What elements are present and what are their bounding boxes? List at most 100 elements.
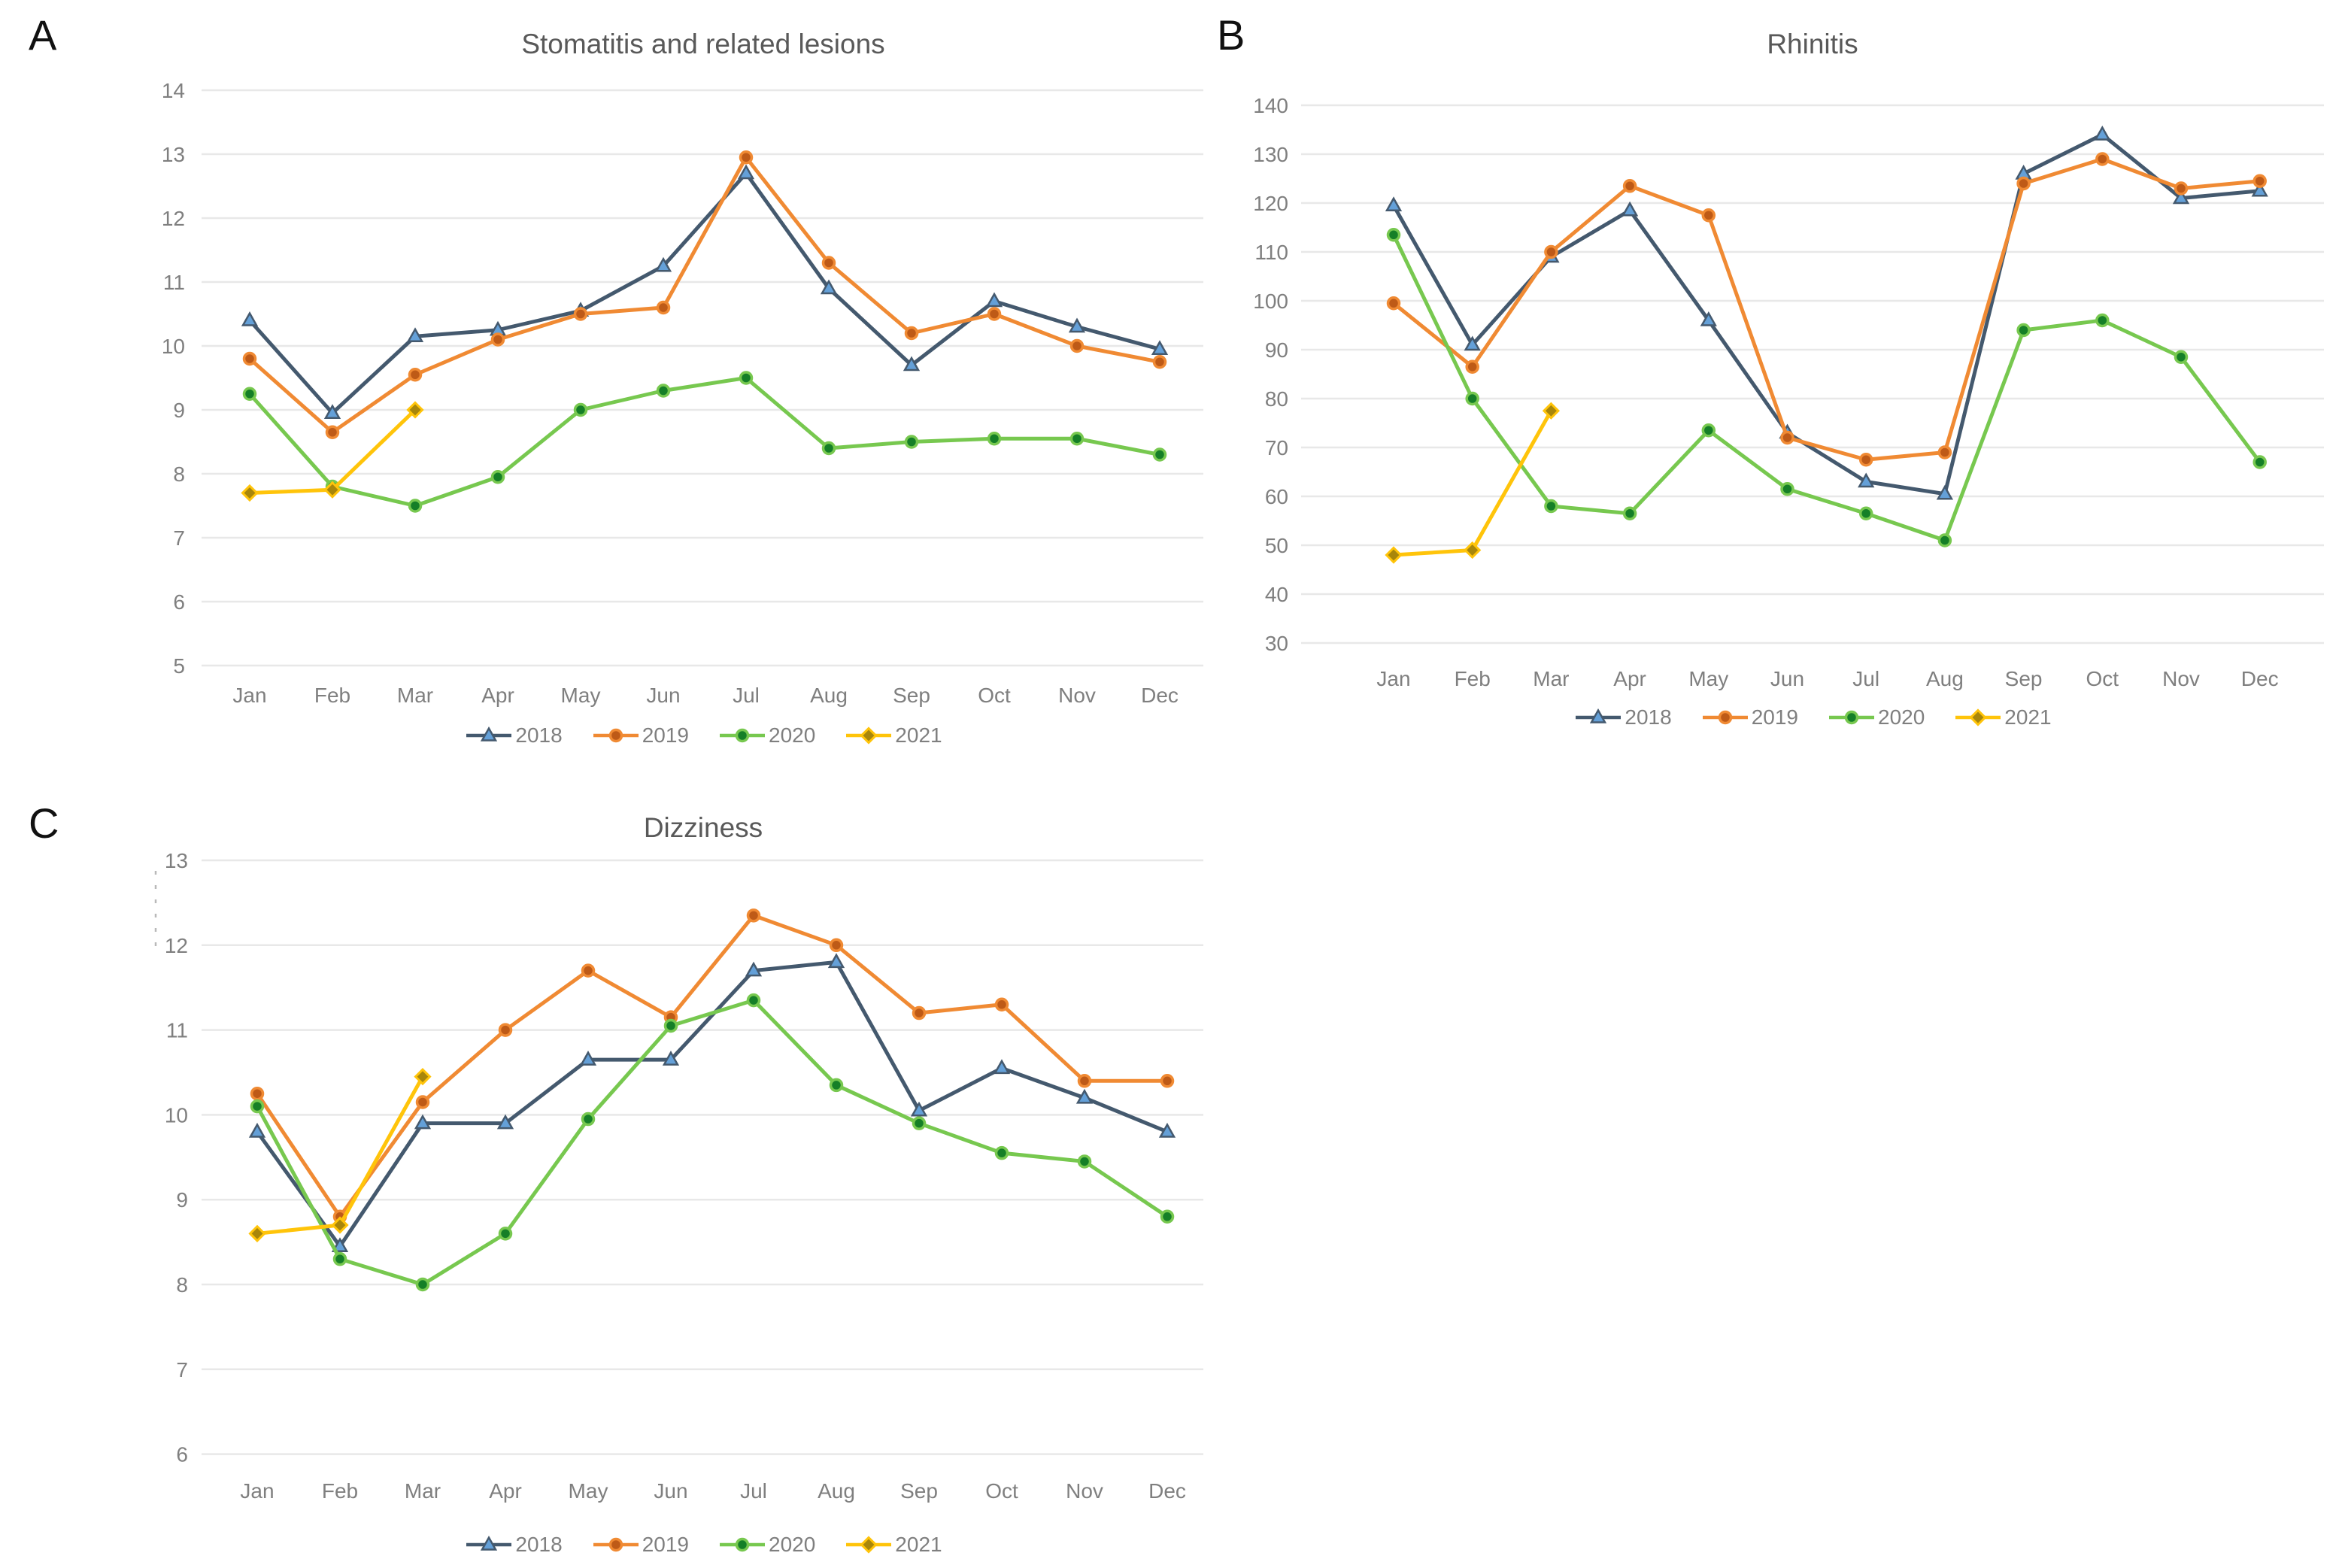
x-tick-label-jul: Jul	[1852, 667, 1879, 690]
legend-item-2018: 2018	[464, 723, 563, 748]
series-2021-marker-mar	[414, 1068, 432, 1086]
legend-label-2018: 2018	[1625, 705, 1672, 729]
legend-marker-2019-icon	[593, 728, 639, 743]
legend-label-2020: 2020	[1878, 705, 1925, 729]
x-tick-label-jun: Jun	[646, 684, 680, 707]
series-2018-marker-oct	[993, 1059, 1011, 1075]
x-tick-label-nov: Nov	[1066, 1479, 1103, 1503]
legend-marker-2018-icon	[466, 1535, 512, 1551]
series-2019-marker-mar	[415, 1095, 430, 1109]
x-tick-label-may: May	[561, 684, 601, 707]
series-2020-marker-sep	[2016, 323, 2031, 338]
x-tick-label-apr: Apr	[1613, 667, 1646, 690]
x-tick-label-feb: Feb	[314, 684, 350, 707]
legend-item-2020: 2020	[1827, 705, 1925, 729]
x-tick-label-mar: Mar	[405, 1479, 441, 1503]
series-2020-marker-may	[1701, 423, 1716, 438]
legend-marker-2018-icon	[1576, 708, 1622, 723]
series-2021-marker-jan	[241, 484, 259, 502]
legend-label-2020: 2020	[769, 723, 816, 747]
series-2019-marker-apr	[498, 1023, 513, 1037]
series-2019-marker-oct	[2095, 152, 2110, 166]
series-2020-marker-oct	[987, 432, 1002, 446]
legend-label-2019: 2019	[642, 1533, 689, 1556]
series-2018-marker-oct	[2094, 125, 2111, 141]
y-tick-label-6: 6	[176, 1443, 188, 1466]
x-tick-label-jan: Jan	[232, 684, 266, 707]
x-tick-label-jun: Jun	[654, 1479, 687, 1503]
series-2019-marker-jul	[746, 908, 761, 923]
series-2019-marker-dec	[1160, 1074, 1175, 1088]
legend-item-2020: 2020	[717, 1533, 815, 1557]
series-2018-marker-jul	[745, 961, 763, 977]
series-2018-marker-apr	[1621, 201, 1639, 217]
series-2018-marker-feb	[331, 1237, 349, 1252]
series-2018-marker-jul	[737, 164, 755, 180]
series-2019-marker-jul	[1858, 453, 1873, 467]
series-2020-marker-jun	[1780, 482, 1794, 496]
series-2018-marker-sep	[910, 1101, 928, 1117]
series-2018-marker-nov	[1075, 1088, 1094, 1104]
series-2021-marker-feb	[323, 481, 341, 499]
x-tick-label-oct: Oct	[978, 684, 1011, 707]
series-2020-line	[248, 376, 1160, 508]
x-tick-label-sep: Sep	[893, 684, 930, 707]
series-2018-marker-jun	[654, 256, 672, 272]
series-2020-marker-dec	[2253, 455, 2267, 469]
series-2019-marker-sep	[912, 1005, 927, 1021]
series-2020-marker-aug	[1937, 533, 1952, 547]
legend-marker-2020-icon	[720, 1537, 765, 1552]
y-tick-label-12: 12	[162, 207, 185, 230]
y-tick-label-40: 40	[1265, 583, 1288, 606]
series-2018-marker-mar	[406, 327, 424, 342]
series-2018-line	[255, 960, 1168, 1248]
series-2019-marker-jan	[250, 1086, 265, 1101]
legend-item-2021: 2021	[1953, 705, 2052, 729]
series-2019-marker-may	[573, 307, 588, 321]
series-2019-marker-jun	[656, 300, 671, 315]
legend-label-2021: 2021	[2004, 705, 2052, 729]
dizziness-chart-canvas: 13 12 11 10 9 8 7 6 Jan Feb Mar Apr May Jun Jul Aug Sep O…	[154, 849, 1203, 1503]
x-tick-label-nov: Nov	[2162, 667, 2200, 690]
y-tick-label-8: 8	[173, 463, 185, 486]
y-tick-label-14: 14	[162, 79, 185, 102]
x-tick-label-jan: Jan	[240, 1479, 274, 1503]
legend-marker-2020-icon	[720, 728, 765, 743]
series-2020-marker-may	[581, 1112, 596, 1127]
series-2018-marker-apr	[496, 1114, 514, 1130]
series-2020-line	[255, 998, 1169, 1287]
x-tick-label-sep: Sep	[2005, 667, 2043, 690]
x-tick-label-oct: Oct	[2086, 667, 2119, 690]
series-2020-marker-apr	[498, 1227, 513, 1241]
panel-letter-b: B	[1217, 11, 1246, 59]
series-2020-marker-aug	[829, 1078, 844, 1093]
series-2019-marker-nov	[1077, 1074, 1092, 1088]
x-tick-label-dec: Dec	[1148, 1479, 1186, 1503]
legend-label-2019: 2019	[642, 723, 689, 747]
series-2021-line	[1393, 410, 1553, 557]
series-2018-marker-aug	[820, 279, 838, 295]
x-tick-label-jan: Jan	[1376, 667, 1410, 690]
rhinitis-legend: 2018 2019 2020 2021	[1301, 705, 2324, 729]
x-tick-label-aug: Aug	[810, 684, 848, 707]
legend-label-2018: 2018	[515, 1533, 563, 1556]
dizziness-legend: 2018 2019 2020 2021	[203, 1533, 1203, 1557]
legend-marker-2019-icon	[593, 1537, 639, 1552]
x-tick-label-jul: Jul	[733, 684, 760, 707]
legend-label-2019: 2019	[1751, 705, 1798, 729]
series-2018-marker-nov	[2172, 189, 2190, 205]
x-tick-label-jun: Jun	[1770, 667, 1804, 690]
y-tick-label-5: 5	[173, 654, 185, 678]
x-tick-label-dec: Dec	[2241, 667, 2279, 690]
stomatitis-legend: 2018 2019 2020 2021	[203, 723, 1203, 748]
x-tick-label-jul: Jul	[740, 1479, 767, 1503]
series-2019-marker-oct	[994, 997, 1009, 1012]
series-2021-marker-jan	[1385, 546, 1403, 564]
legend-item-2019: 2019	[1700, 705, 1798, 729]
y-tick-label-130: 130	[1253, 143, 1288, 166]
series-2021-marker-mar	[406, 401, 424, 419]
series-2018-marker-nov	[1068, 317, 1086, 333]
panel-letter-c: C	[29, 799, 60, 847]
y-tick-label-7: 7	[173, 526, 185, 550]
series-2020-marker-jan	[250, 1099, 265, 1114]
